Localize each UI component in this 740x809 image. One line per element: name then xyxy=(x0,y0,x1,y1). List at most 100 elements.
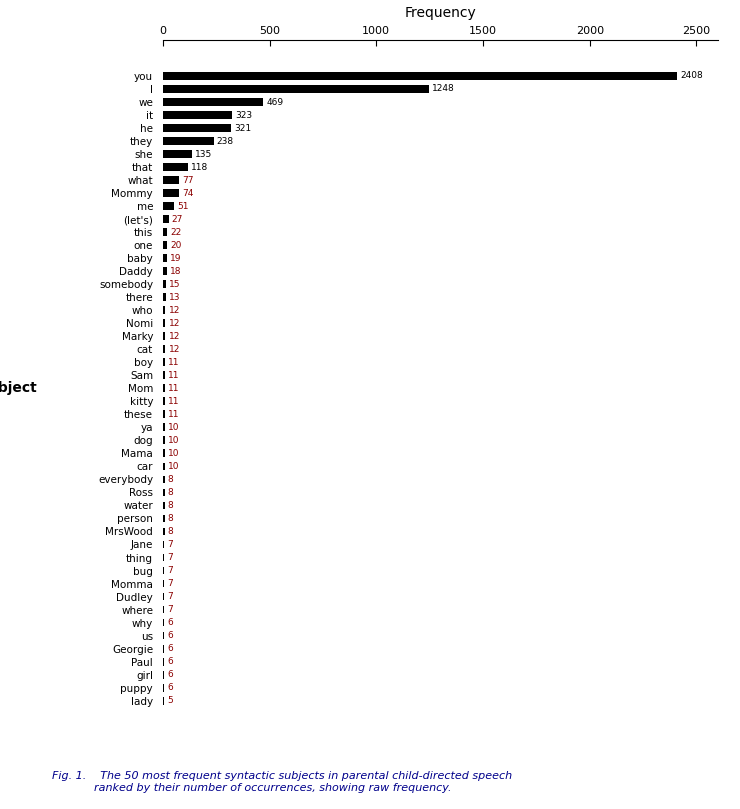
Title: Frequency: Frequency xyxy=(405,6,476,20)
Bar xyxy=(163,294,166,301)
Text: 5: 5 xyxy=(167,697,173,705)
Text: 469: 469 xyxy=(266,98,283,107)
Text: 11: 11 xyxy=(169,358,180,366)
Text: 12: 12 xyxy=(169,332,180,341)
Bar xyxy=(163,345,165,354)
Bar xyxy=(163,423,165,431)
Bar xyxy=(163,658,164,666)
Bar xyxy=(163,606,164,613)
Text: 6: 6 xyxy=(167,644,173,653)
Text: 20: 20 xyxy=(170,240,181,250)
Text: 8: 8 xyxy=(168,514,173,523)
Bar xyxy=(163,397,165,405)
Text: 6: 6 xyxy=(167,670,173,679)
Text: Fig. 1.    The 50 most frequent syntactic subjects in parental child-directed sp: Fig. 1. The 50 most frequent syntactic s… xyxy=(52,771,512,793)
Bar xyxy=(163,527,164,536)
Text: 12: 12 xyxy=(169,345,180,354)
Bar xyxy=(163,450,165,457)
Bar xyxy=(163,72,677,80)
Bar xyxy=(163,267,167,275)
Bar xyxy=(163,280,166,288)
Bar xyxy=(163,138,214,145)
Bar xyxy=(163,579,164,587)
Text: 8: 8 xyxy=(168,527,173,536)
Text: 51: 51 xyxy=(177,201,189,210)
Bar xyxy=(163,124,232,132)
Text: 10: 10 xyxy=(168,449,180,458)
Bar xyxy=(163,189,178,197)
Text: 6: 6 xyxy=(167,657,173,666)
Text: 11: 11 xyxy=(169,410,180,419)
Bar xyxy=(163,307,165,314)
Bar xyxy=(163,476,164,483)
Text: 18: 18 xyxy=(170,267,181,276)
Text: 11: 11 xyxy=(169,371,180,379)
Text: 323: 323 xyxy=(235,111,252,120)
Bar xyxy=(163,384,165,392)
Text: 8: 8 xyxy=(168,488,173,497)
Text: 11: 11 xyxy=(169,383,180,393)
Bar xyxy=(163,98,263,106)
Text: 11: 11 xyxy=(169,397,180,406)
Bar xyxy=(163,371,165,379)
Bar xyxy=(163,593,164,600)
Bar xyxy=(163,111,232,119)
Text: 6: 6 xyxy=(167,618,173,627)
Bar xyxy=(163,228,167,236)
Text: 7: 7 xyxy=(167,553,173,562)
Bar xyxy=(163,566,164,574)
Text: 8: 8 xyxy=(168,501,173,510)
Text: 321: 321 xyxy=(235,124,252,133)
Bar xyxy=(163,540,164,549)
Text: 7: 7 xyxy=(167,540,173,549)
Bar xyxy=(163,150,192,158)
Bar xyxy=(163,163,188,171)
Bar xyxy=(163,515,164,523)
Bar xyxy=(163,254,167,262)
Bar xyxy=(163,176,179,184)
Text: 135: 135 xyxy=(195,150,212,159)
Bar xyxy=(163,632,164,639)
Text: 10: 10 xyxy=(168,436,180,445)
Text: 7: 7 xyxy=(167,592,173,601)
Bar xyxy=(163,489,164,497)
Text: 77: 77 xyxy=(183,176,194,184)
Text: 7: 7 xyxy=(167,579,173,588)
Text: 8: 8 xyxy=(168,475,173,484)
Bar xyxy=(163,619,164,626)
Text: 13: 13 xyxy=(169,293,181,302)
Bar xyxy=(163,410,165,418)
Text: 7: 7 xyxy=(167,566,173,575)
Text: 2408: 2408 xyxy=(680,71,703,80)
Text: 12: 12 xyxy=(169,306,180,315)
Text: 10: 10 xyxy=(168,462,180,471)
Text: Subject: Subject xyxy=(0,381,37,396)
Bar xyxy=(163,332,165,340)
Bar xyxy=(163,85,429,93)
Bar xyxy=(163,215,169,223)
Text: 74: 74 xyxy=(182,188,193,197)
Bar xyxy=(163,684,164,692)
Text: 7: 7 xyxy=(167,605,173,614)
Text: 6: 6 xyxy=(167,631,173,640)
Text: 12: 12 xyxy=(169,319,180,328)
Bar xyxy=(163,645,164,653)
Text: 27: 27 xyxy=(172,214,183,223)
Bar xyxy=(163,437,165,444)
Bar xyxy=(163,502,164,510)
Text: 10: 10 xyxy=(168,423,180,432)
Bar xyxy=(163,671,164,679)
Text: 238: 238 xyxy=(217,137,234,146)
Bar xyxy=(163,697,164,705)
Text: 6: 6 xyxy=(167,683,173,693)
Text: 1248: 1248 xyxy=(432,84,455,94)
Bar xyxy=(163,202,174,210)
Text: 118: 118 xyxy=(191,163,209,172)
Bar xyxy=(163,241,167,249)
Bar xyxy=(163,463,165,470)
Bar xyxy=(163,320,165,327)
Text: 22: 22 xyxy=(171,227,182,237)
Bar xyxy=(163,358,165,366)
Bar xyxy=(163,553,164,561)
Text: 15: 15 xyxy=(169,280,181,289)
